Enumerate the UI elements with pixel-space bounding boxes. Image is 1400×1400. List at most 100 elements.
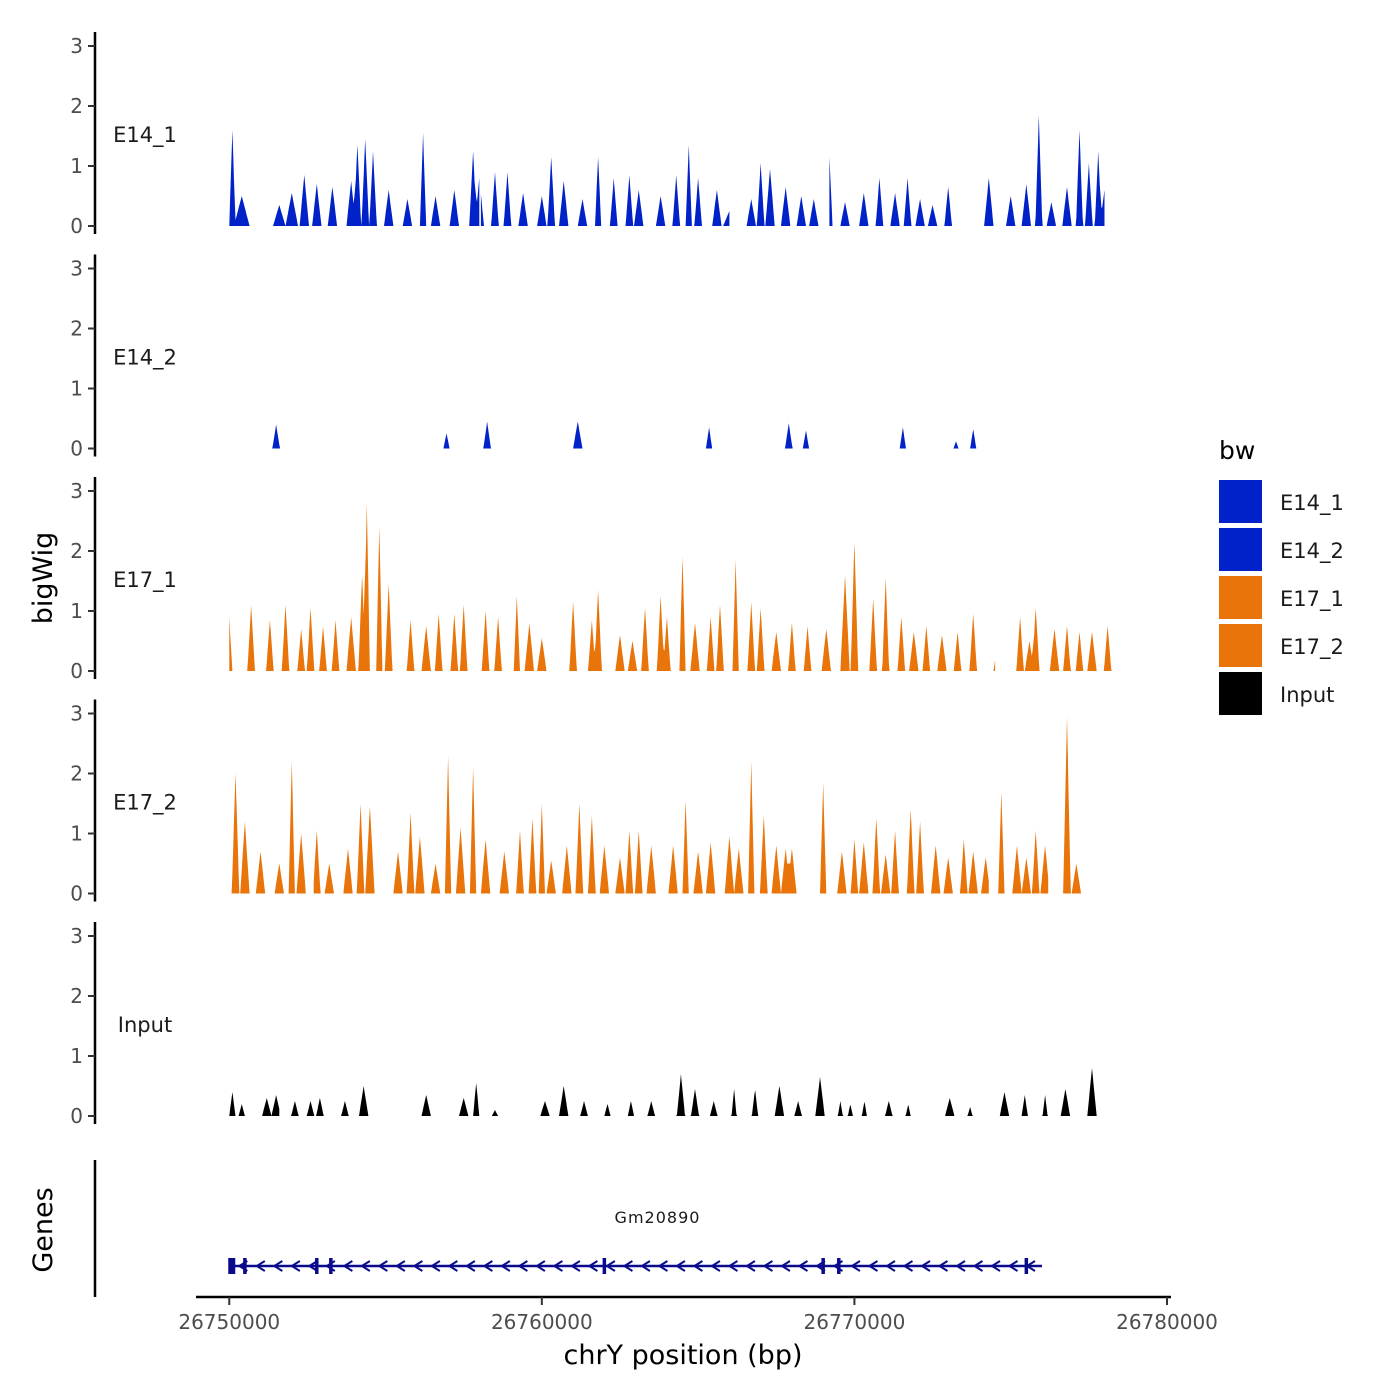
- y-tick-label: 0: [70, 1104, 83, 1128]
- coverage-area: [229, 503, 399, 671]
- strand-arrow: [622, 1260, 633, 1272]
- y-tick-label: 3: [70, 257, 83, 281]
- coverage-area: [229, 130, 261, 226]
- coverage-area: [602, 1104, 613, 1116]
- track-input: 0 1 2 3 Input: [70, 922, 1100, 1128]
- y-tick-label: 1: [70, 599, 83, 623]
- x-axis-title: chrY position (bp): [563, 1340, 802, 1371]
- coverage-area: [577, 1101, 591, 1116]
- strand-arrow: [920, 1260, 931, 1272]
- legend-swatch-e17-1: [1219, 576, 1262, 619]
- gene-model: Gm20890: [228, 1208, 1042, 1274]
- coverage-area: [557, 1086, 574, 1116]
- track-label: E14_2: [113, 346, 177, 371]
- gene-exon: [821, 1258, 825, 1274]
- coverage-area: [770, 1086, 789, 1116]
- x-tick-label: 26750000: [178, 1310, 280, 1334]
- strand-arrow: [412, 1260, 423, 1272]
- legend-swatch-e14-2: [1219, 528, 1262, 571]
- coverage-area: [809, 1077, 831, 1116]
- coverage-area: [570, 421, 588, 449]
- y-tick-label: 0: [70, 882, 83, 906]
- coverage-area: [238, 1104, 247, 1116]
- strand-arrow: [867, 1260, 879, 1272]
- strand-arrow: [1007, 1260, 1019, 1272]
- y-tick-label: 3: [70, 924, 83, 948]
- y-tick-label: 2: [70, 539, 83, 563]
- coverage-area: [626, 1101, 636, 1116]
- gene-name-label: Gm20890: [615, 1208, 701, 1227]
- track-e17-1: 0 1 2 3 E17_1: [70, 477, 1114, 683]
- strand-arrow: [692, 1260, 703, 1272]
- coverage-area: [813, 782, 989, 894]
- coverage-area: [1020, 1095, 1030, 1116]
- strand-arrow: [885, 1260, 896, 1272]
- gene-exon: [602, 1258, 607, 1274]
- legend-label: E17_1: [1280, 587, 1344, 612]
- coverage-area: [670, 1074, 705, 1116]
- strand-arrow: [657, 1260, 668, 1272]
- strand-arrow: [500, 1260, 511, 1272]
- coverage-area: [355, 1086, 372, 1116]
- gene-exon: [228, 1258, 236, 1274]
- track-label: E17_2: [113, 791, 177, 816]
- gene-exon: [329, 1258, 333, 1274]
- coverage-area: [229, 761, 311, 894]
- strand-arrow: [710, 1260, 721, 1272]
- coverage-area: [304, 1098, 327, 1116]
- strand-arrow: [552, 1260, 563, 1272]
- y-tick-label: 3: [70, 479, 83, 503]
- x-tick-label: 26770000: [804, 1310, 906, 1334]
- coverage-area: [740, 163, 824, 226]
- coverage-area: [731, 1089, 738, 1116]
- y-axis-title: bigWig: [28, 532, 59, 625]
- strand-arrow: [675, 1260, 686, 1272]
- strand-arrow: [850, 1260, 861, 1272]
- strand-arrow: [745, 1260, 756, 1272]
- coverage-area: [968, 429, 978, 449]
- strand-arrow: [429, 1260, 441, 1272]
- coverage-area: [952, 441, 960, 449]
- strand-arrow: [307, 1260, 318, 1272]
- track-e17-2: 0 1 2 3 E17_2: [70, 699, 1105, 906]
- coverage-area: [801, 430, 811, 449]
- coverage-area: [229, 1092, 236, 1116]
- y-tick-label: 1: [70, 1044, 83, 1068]
- coverage-area: [1082, 1068, 1100, 1116]
- y-tick-label: 3: [70, 702, 83, 726]
- strand-arrow: [587, 1260, 598, 1272]
- coverage-area: [993, 1092, 1017, 1116]
- track-label: E14_1: [113, 123, 177, 148]
- gene-exon: [315, 1258, 319, 1274]
- track-label: Input: [118, 1013, 172, 1037]
- strand-arrow: [377, 1260, 388, 1272]
- strand-arrow: [289, 1260, 301, 1272]
- strand-arrow: [447, 1260, 458, 1272]
- coverage-area: [257, 1095, 280, 1116]
- coverage-area: [982, 115, 1105, 226]
- y-tick-label: 0: [70, 437, 83, 461]
- strand-arrow: [990, 1260, 1001, 1272]
- legend-label: E17_2: [1280, 635, 1344, 660]
- coverage-area: [837, 1101, 844, 1116]
- strand-arrow: [797, 1260, 808, 1272]
- strand-arrow: [254, 1260, 266, 1272]
- coverage-area: [860, 1101, 869, 1116]
- coverage-area: [992, 791, 1049, 894]
- strand-arrow: [937, 1260, 949, 1272]
- strand-arrow: [517, 1260, 528, 1272]
- legend-swatch-input: [1219, 672, 1262, 715]
- coverage-area: [1042, 1095, 1049, 1116]
- coverage-area: [1054, 716, 1105, 894]
- y-tick-label: 0: [70, 214, 83, 238]
- strand-arrow: [394, 1260, 406, 1272]
- y-tick-label: 1: [70, 377, 83, 401]
- x-tick-label: 26780000: [1116, 1310, 1218, 1334]
- coverage-area: [846, 1104, 855, 1116]
- strand-arrow: [902, 1260, 914, 1272]
- coverage-area: [402, 596, 564, 671]
- coverage-area: [645, 1101, 658, 1116]
- y-tick-label: 1: [70, 154, 83, 178]
- strand-arrow: [762, 1260, 773, 1272]
